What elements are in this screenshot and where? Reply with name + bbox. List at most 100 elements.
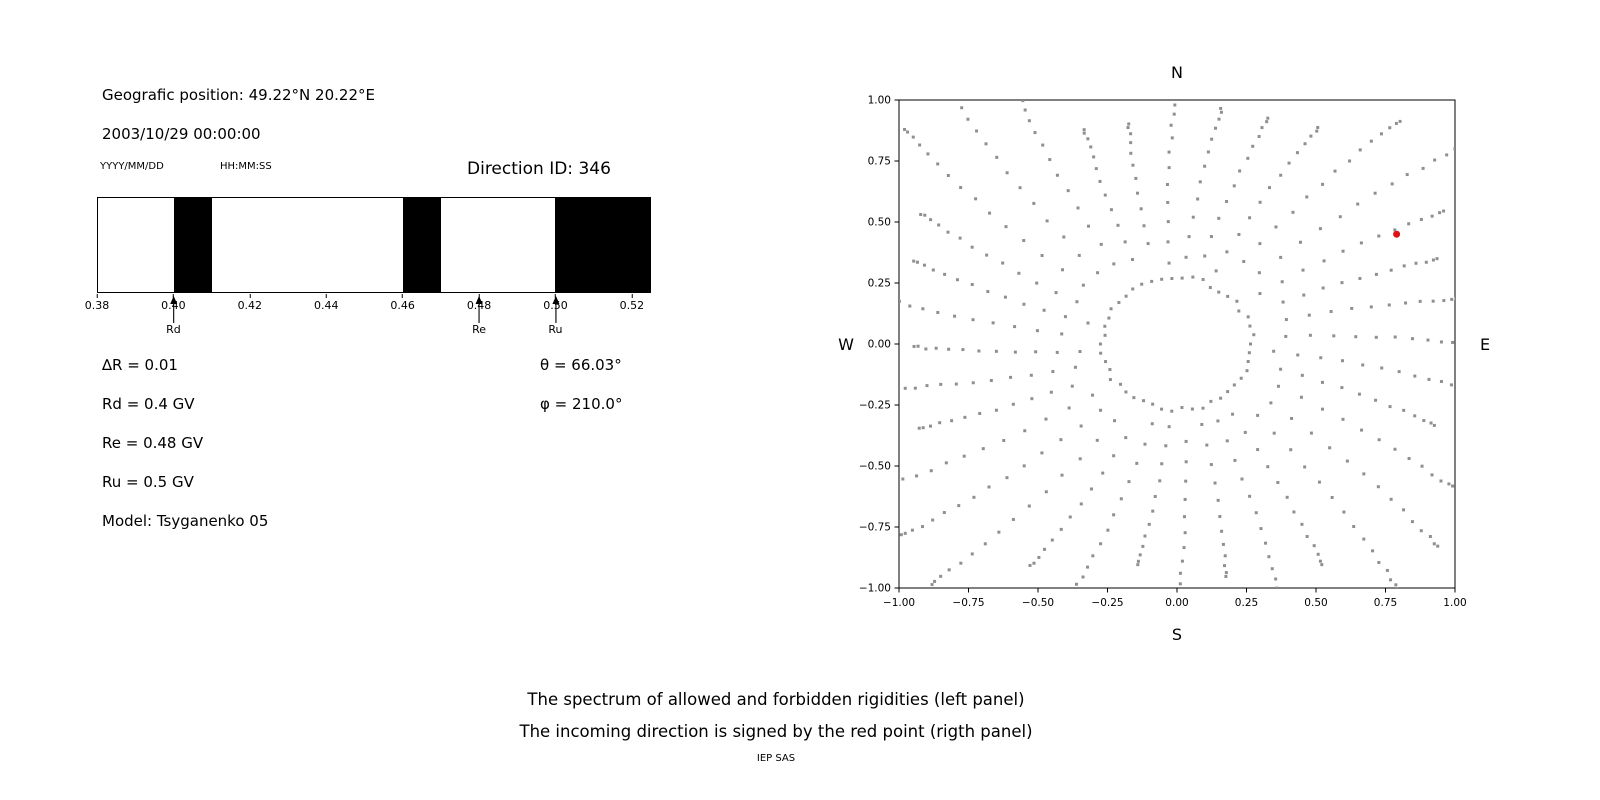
forbidden-band bbox=[402, 198, 441, 292]
direction-dot bbox=[1358, 148, 1362, 152]
direction-dot bbox=[1217, 216, 1221, 220]
direction-dot bbox=[1374, 272, 1378, 276]
direction-dot bbox=[1032, 201, 1036, 205]
direction-dot bbox=[1300, 373, 1304, 377]
direction-dot bbox=[1143, 534, 1147, 538]
direction-dot bbox=[922, 263, 926, 267]
direction-dot bbox=[1132, 396, 1136, 400]
direction-dot bbox=[1208, 286, 1212, 290]
direction-dot bbox=[913, 386, 917, 390]
direction-dot bbox=[1184, 479, 1188, 483]
direction-dot bbox=[1112, 454, 1116, 458]
direction-dot bbox=[1397, 370, 1401, 374]
direction-dot bbox=[1101, 471, 1105, 475]
direction-dot bbox=[995, 155, 999, 159]
direction-dot bbox=[1028, 563, 1032, 567]
direction-dot bbox=[1299, 395, 1303, 399]
direction-dot bbox=[947, 347, 951, 351]
direction-dot bbox=[1342, 510, 1346, 514]
direction-dot bbox=[908, 304, 912, 308]
direction-dot bbox=[1388, 126, 1392, 130]
direction-dot bbox=[947, 568, 951, 572]
direction-dot bbox=[1206, 150, 1210, 154]
direction-dot bbox=[931, 518, 935, 522]
direction-dot bbox=[1424, 260, 1428, 264]
param-delta-r: ∆R = 0.01 bbox=[102, 356, 178, 374]
direction-dot bbox=[1011, 402, 1015, 406]
datetime-text: 2003/10/29 00:00:00 bbox=[102, 125, 261, 143]
direction-dot bbox=[1055, 173, 1059, 177]
direction-dot bbox=[1251, 144, 1255, 148]
direction-dot bbox=[1422, 419, 1426, 423]
x-tick-label: 0.75 bbox=[1374, 597, 1397, 609]
direction-dot bbox=[1143, 442, 1147, 446]
direction-dot bbox=[988, 211, 992, 215]
up-arrow-icon bbox=[551, 296, 559, 323]
direction-dot bbox=[1061, 268, 1065, 272]
direction-dot bbox=[991, 321, 995, 325]
direction-dot bbox=[1027, 504, 1031, 508]
direction-dot bbox=[912, 344, 916, 348]
direction-dot bbox=[916, 344, 920, 348]
tick-mark bbox=[172, 294, 174, 298]
direction-dot bbox=[1442, 299, 1446, 303]
direction-dot bbox=[1426, 338, 1430, 342]
direction-dot bbox=[1374, 398, 1378, 402]
tick-mark bbox=[325, 294, 327, 298]
direction-dot bbox=[1140, 282, 1144, 286]
direction-dot bbox=[1320, 407, 1324, 411]
direction-dot bbox=[936, 162, 940, 166]
direction-dot bbox=[926, 152, 930, 156]
direction-dot bbox=[1086, 321, 1090, 325]
direction-dot bbox=[1081, 575, 1085, 579]
rigidity-marker-ru: Ru bbox=[548, 296, 563, 336]
direction-dot bbox=[1410, 520, 1414, 524]
direction-dot bbox=[1015, 90, 1018, 93]
direction-dot bbox=[1023, 108, 1027, 112]
direction-dot bbox=[1332, 334, 1336, 338]
direction-dot bbox=[1464, 343, 1467, 346]
marker-label: Rd bbox=[166, 323, 181, 336]
direction-dot bbox=[1066, 189, 1070, 193]
direction-dot bbox=[915, 260, 919, 264]
direction-dot bbox=[1245, 369, 1249, 373]
direction-dot bbox=[1158, 479, 1162, 483]
tick-label: 0.44 bbox=[313, 299, 339, 312]
direction-dot bbox=[955, 278, 959, 282]
direction-dot bbox=[950, 419, 954, 423]
direction-dot bbox=[1248, 342, 1252, 346]
direction-dot bbox=[1166, 240, 1170, 244]
rigidity-markers: Rd Re Ru bbox=[97, 296, 651, 344]
direction-dot bbox=[1113, 419, 1117, 423]
direction-dot bbox=[1305, 534, 1309, 538]
direction-dot bbox=[911, 135, 915, 139]
direction-dot bbox=[1258, 242, 1262, 246]
direction-dot bbox=[1103, 324, 1107, 328]
direction-dot bbox=[1226, 294, 1230, 298]
direction-dot bbox=[1280, 280, 1284, 284]
direction-dot bbox=[1377, 438, 1381, 442]
direction-dot bbox=[1246, 360, 1250, 364]
direction-dot bbox=[1201, 406, 1205, 410]
direction-dot bbox=[1127, 122, 1131, 126]
direction-dot bbox=[1200, 422, 1204, 426]
direction-dot bbox=[1333, 169, 1337, 173]
direction-dot bbox=[1033, 131, 1037, 135]
rigidity-marker-rd: Rd bbox=[166, 296, 181, 336]
direction-dot bbox=[1231, 412, 1235, 416]
forbidden-band bbox=[174, 198, 213, 292]
direction-dot bbox=[959, 186, 963, 190]
direction-dot bbox=[1022, 239, 1026, 243]
direction-dot bbox=[1439, 340, 1443, 344]
direction-dot bbox=[1269, 401, 1273, 405]
direction-dot bbox=[1131, 163, 1135, 167]
direction-dot bbox=[903, 531, 907, 535]
direction-dot bbox=[1150, 422, 1154, 426]
direction-dot bbox=[989, 379, 993, 383]
direction-dot bbox=[933, 579, 937, 583]
geographic-position-text: Geografic position: 49.22°N 20.22°E bbox=[102, 86, 375, 104]
direction-dot bbox=[1180, 559, 1184, 563]
direction-dot bbox=[1320, 380, 1324, 384]
direction-dot bbox=[1419, 529, 1423, 533]
incoming-direction-red-point bbox=[1393, 230, 1401, 238]
